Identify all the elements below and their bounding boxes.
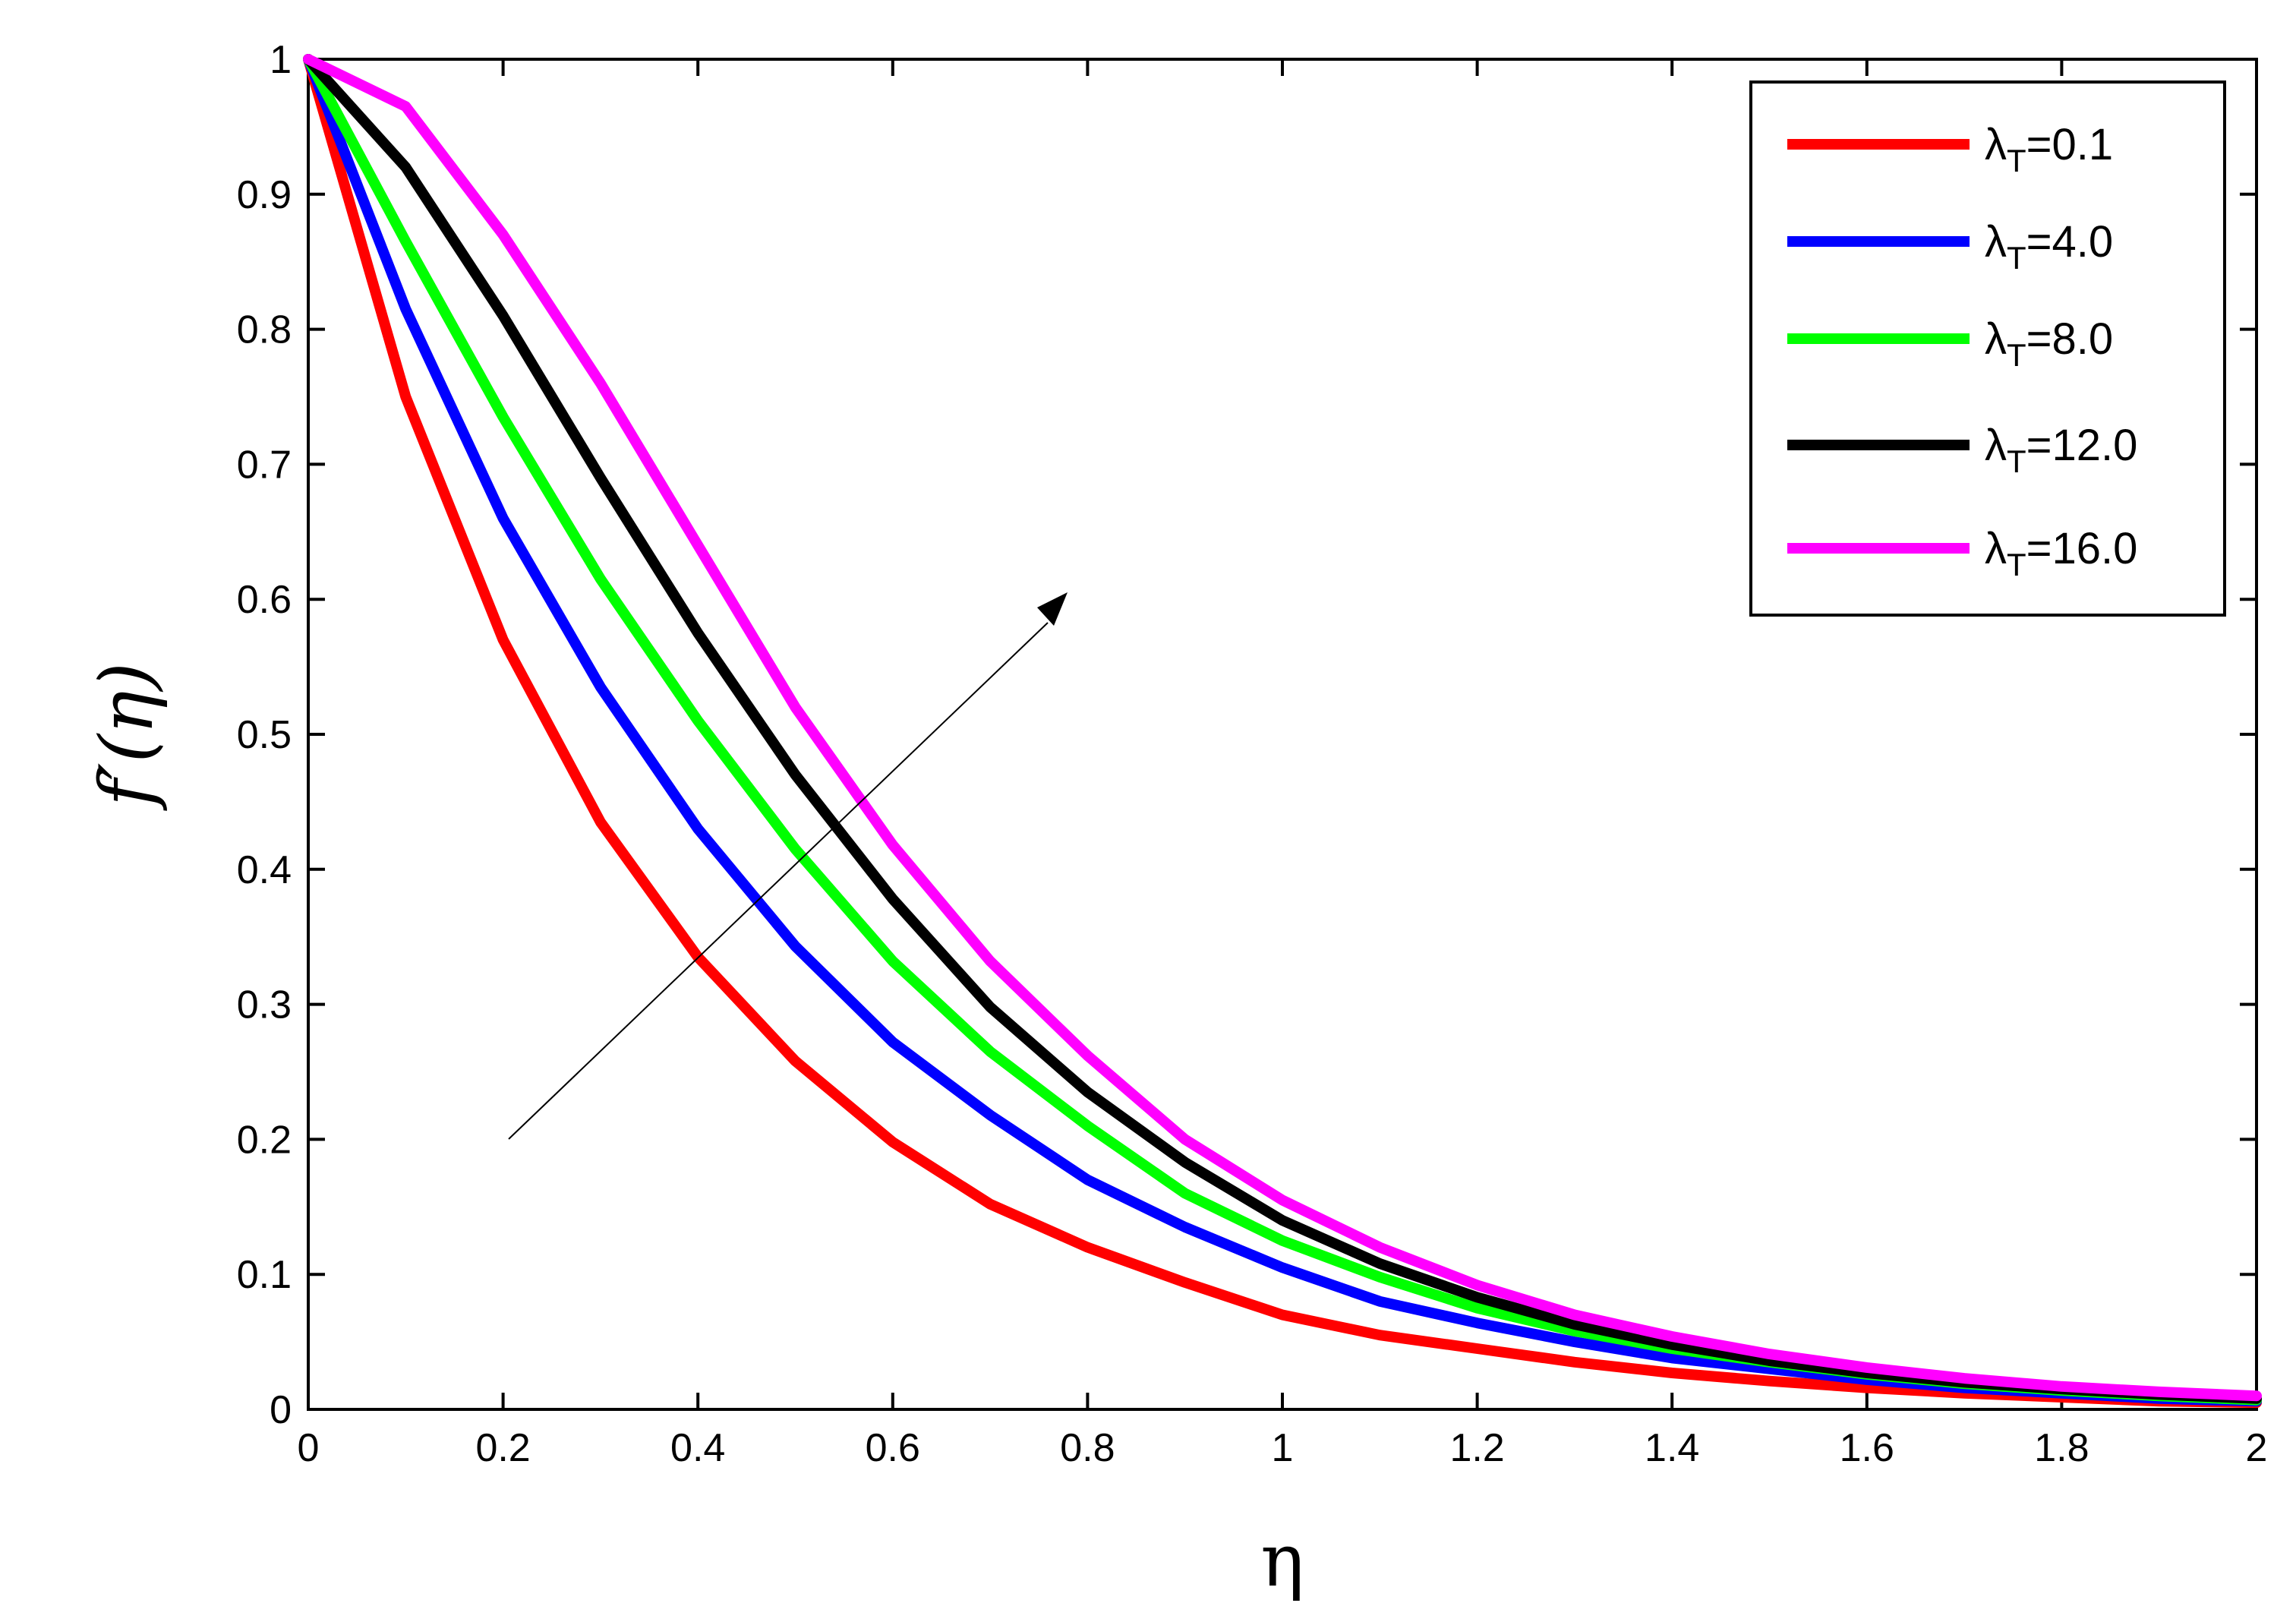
y-tick-label: 1 bbox=[270, 38, 292, 82]
y-axis-label: f′(η) bbox=[84, 662, 169, 811]
x-tick-label: 1.2 bbox=[1449, 1426, 1504, 1470]
x-tick-label: 0.6 bbox=[866, 1426, 920, 1470]
x-tick-label: 1 bbox=[1272, 1426, 1294, 1470]
x-tick-label: 0 bbox=[298, 1426, 320, 1470]
x-tick-label: 1.6 bbox=[1840, 1426, 1894, 1470]
y-tick-label: 0.2 bbox=[237, 1118, 292, 1162]
series-line bbox=[303, 54, 2262, 1409]
series-line bbox=[303, 54, 2262, 1402]
x-tick-label: 0.8 bbox=[1060, 1426, 1115, 1470]
legend-label: λT=12.0 bbox=[1985, 421, 2137, 479]
y-tick-label: 0.7 bbox=[237, 443, 292, 487]
legend-label: λT=4.0 bbox=[1985, 217, 2113, 276]
y-tick-label: 0.8 bbox=[237, 308, 292, 352]
legend-label: λT=16.0 bbox=[1985, 524, 2137, 582]
y-tick-label: 0.5 bbox=[237, 713, 292, 757]
legend-label: λT=8.0 bbox=[1985, 314, 2113, 373]
arrow-head bbox=[1037, 592, 1068, 626]
x-tick-label: 1.8 bbox=[2034, 1426, 2089, 1470]
y-tick-label: 0.4 bbox=[237, 848, 292, 892]
x-tick-label: 1.4 bbox=[1645, 1426, 1699, 1470]
legend: λT=0.1 λT=4.0 λT=8.0 λT=12.0 λT=16.0 bbox=[1787, 120, 2137, 582]
x-tick-label: 0.2 bbox=[475, 1426, 530, 1470]
x-axis-label: η bbox=[1260, 1518, 1304, 1603]
y-tick-label: 0.9 bbox=[237, 173, 292, 217]
y-tick-label: 0 bbox=[270, 1388, 292, 1432]
x-tick-label: 2 bbox=[2246, 1426, 2268, 1470]
y-tick-label: 0.1 bbox=[237, 1253, 292, 1297]
x-tick-label: 0.4 bbox=[670, 1426, 725, 1470]
y-tick-label: 0.6 bbox=[237, 578, 292, 622]
trend-arrow bbox=[508, 592, 1068, 1140]
legend-label: λT=0.1 bbox=[1985, 120, 2113, 178]
legend-box bbox=[1749, 80, 2226, 617]
series-lines bbox=[303, 54, 2262, 1409]
y-tick-label: 0.3 bbox=[237, 983, 292, 1027]
axis-tick-labels: 0 0.2 0.4 0.6 0.8 1 1.2 1.4 1.6 1.8 2 0 0.1 0.2 0.3 0.4… bbox=[237, 38, 2268, 1470]
